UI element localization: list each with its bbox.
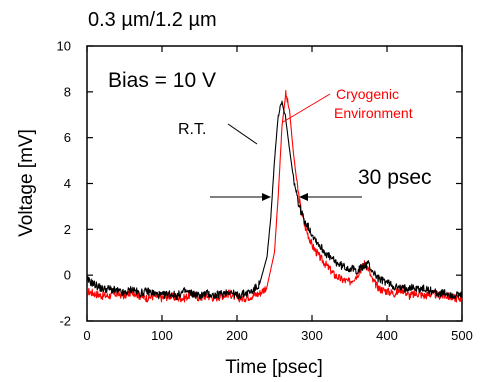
x-axis-label: Time [psec] — [225, 357, 323, 378]
y-axis-ticks: -2 0 2 4 6 8 10 — [57, 39, 462, 329]
fwhm-left-arrowhead — [262, 193, 271, 201]
cryo-label-line1: Cryogenic — [336, 86, 399, 102]
bias-annotation: Bias = 10 V — [108, 69, 216, 92]
y-tick-label: 10 — [57, 39, 71, 54]
chart-title: 0.3 µm/1.2 µm — [88, 9, 217, 31]
x-tick-label: 400 — [376, 328, 398, 343]
y-tick-label: 6 — [64, 130, 71, 145]
series-line-rt — [86, 100, 463, 301]
y-tick-label: 0 — [64, 268, 71, 283]
cryo-label-line2: Environment — [334, 105, 413, 121]
series-line-cryogenic — [86, 89, 463, 303]
cryo-pointer-line — [282, 93, 331, 123]
width-label: 30 psec — [358, 166, 432, 189]
series-group — [86, 89, 463, 303]
y-tick-label: 4 — [64, 176, 71, 191]
x-tick-label: 200 — [226, 328, 248, 343]
x-tick-label: 500 — [451, 328, 473, 343]
x-tick-label: 100 — [151, 328, 173, 343]
rt-pointer-line — [227, 123, 258, 145]
fwhm-arrows — [210, 193, 362, 201]
rt-label: R.T. — [178, 121, 206, 138]
y-axis-label: Voltage [mV] — [16, 129, 37, 237]
y-tick-label: 2 — [64, 222, 71, 237]
fwhm-right-arrowhead — [299, 193, 308, 201]
x-axis-ticks: 0 100 200 300 400 500 — [83, 46, 473, 343]
x-tick-label: 300 — [301, 328, 323, 343]
y-tick-label: 8 — [64, 84, 71, 99]
x-tick-label: 0 — [83, 328, 90, 343]
y-tick-label: -2 — [59, 314, 71, 329]
